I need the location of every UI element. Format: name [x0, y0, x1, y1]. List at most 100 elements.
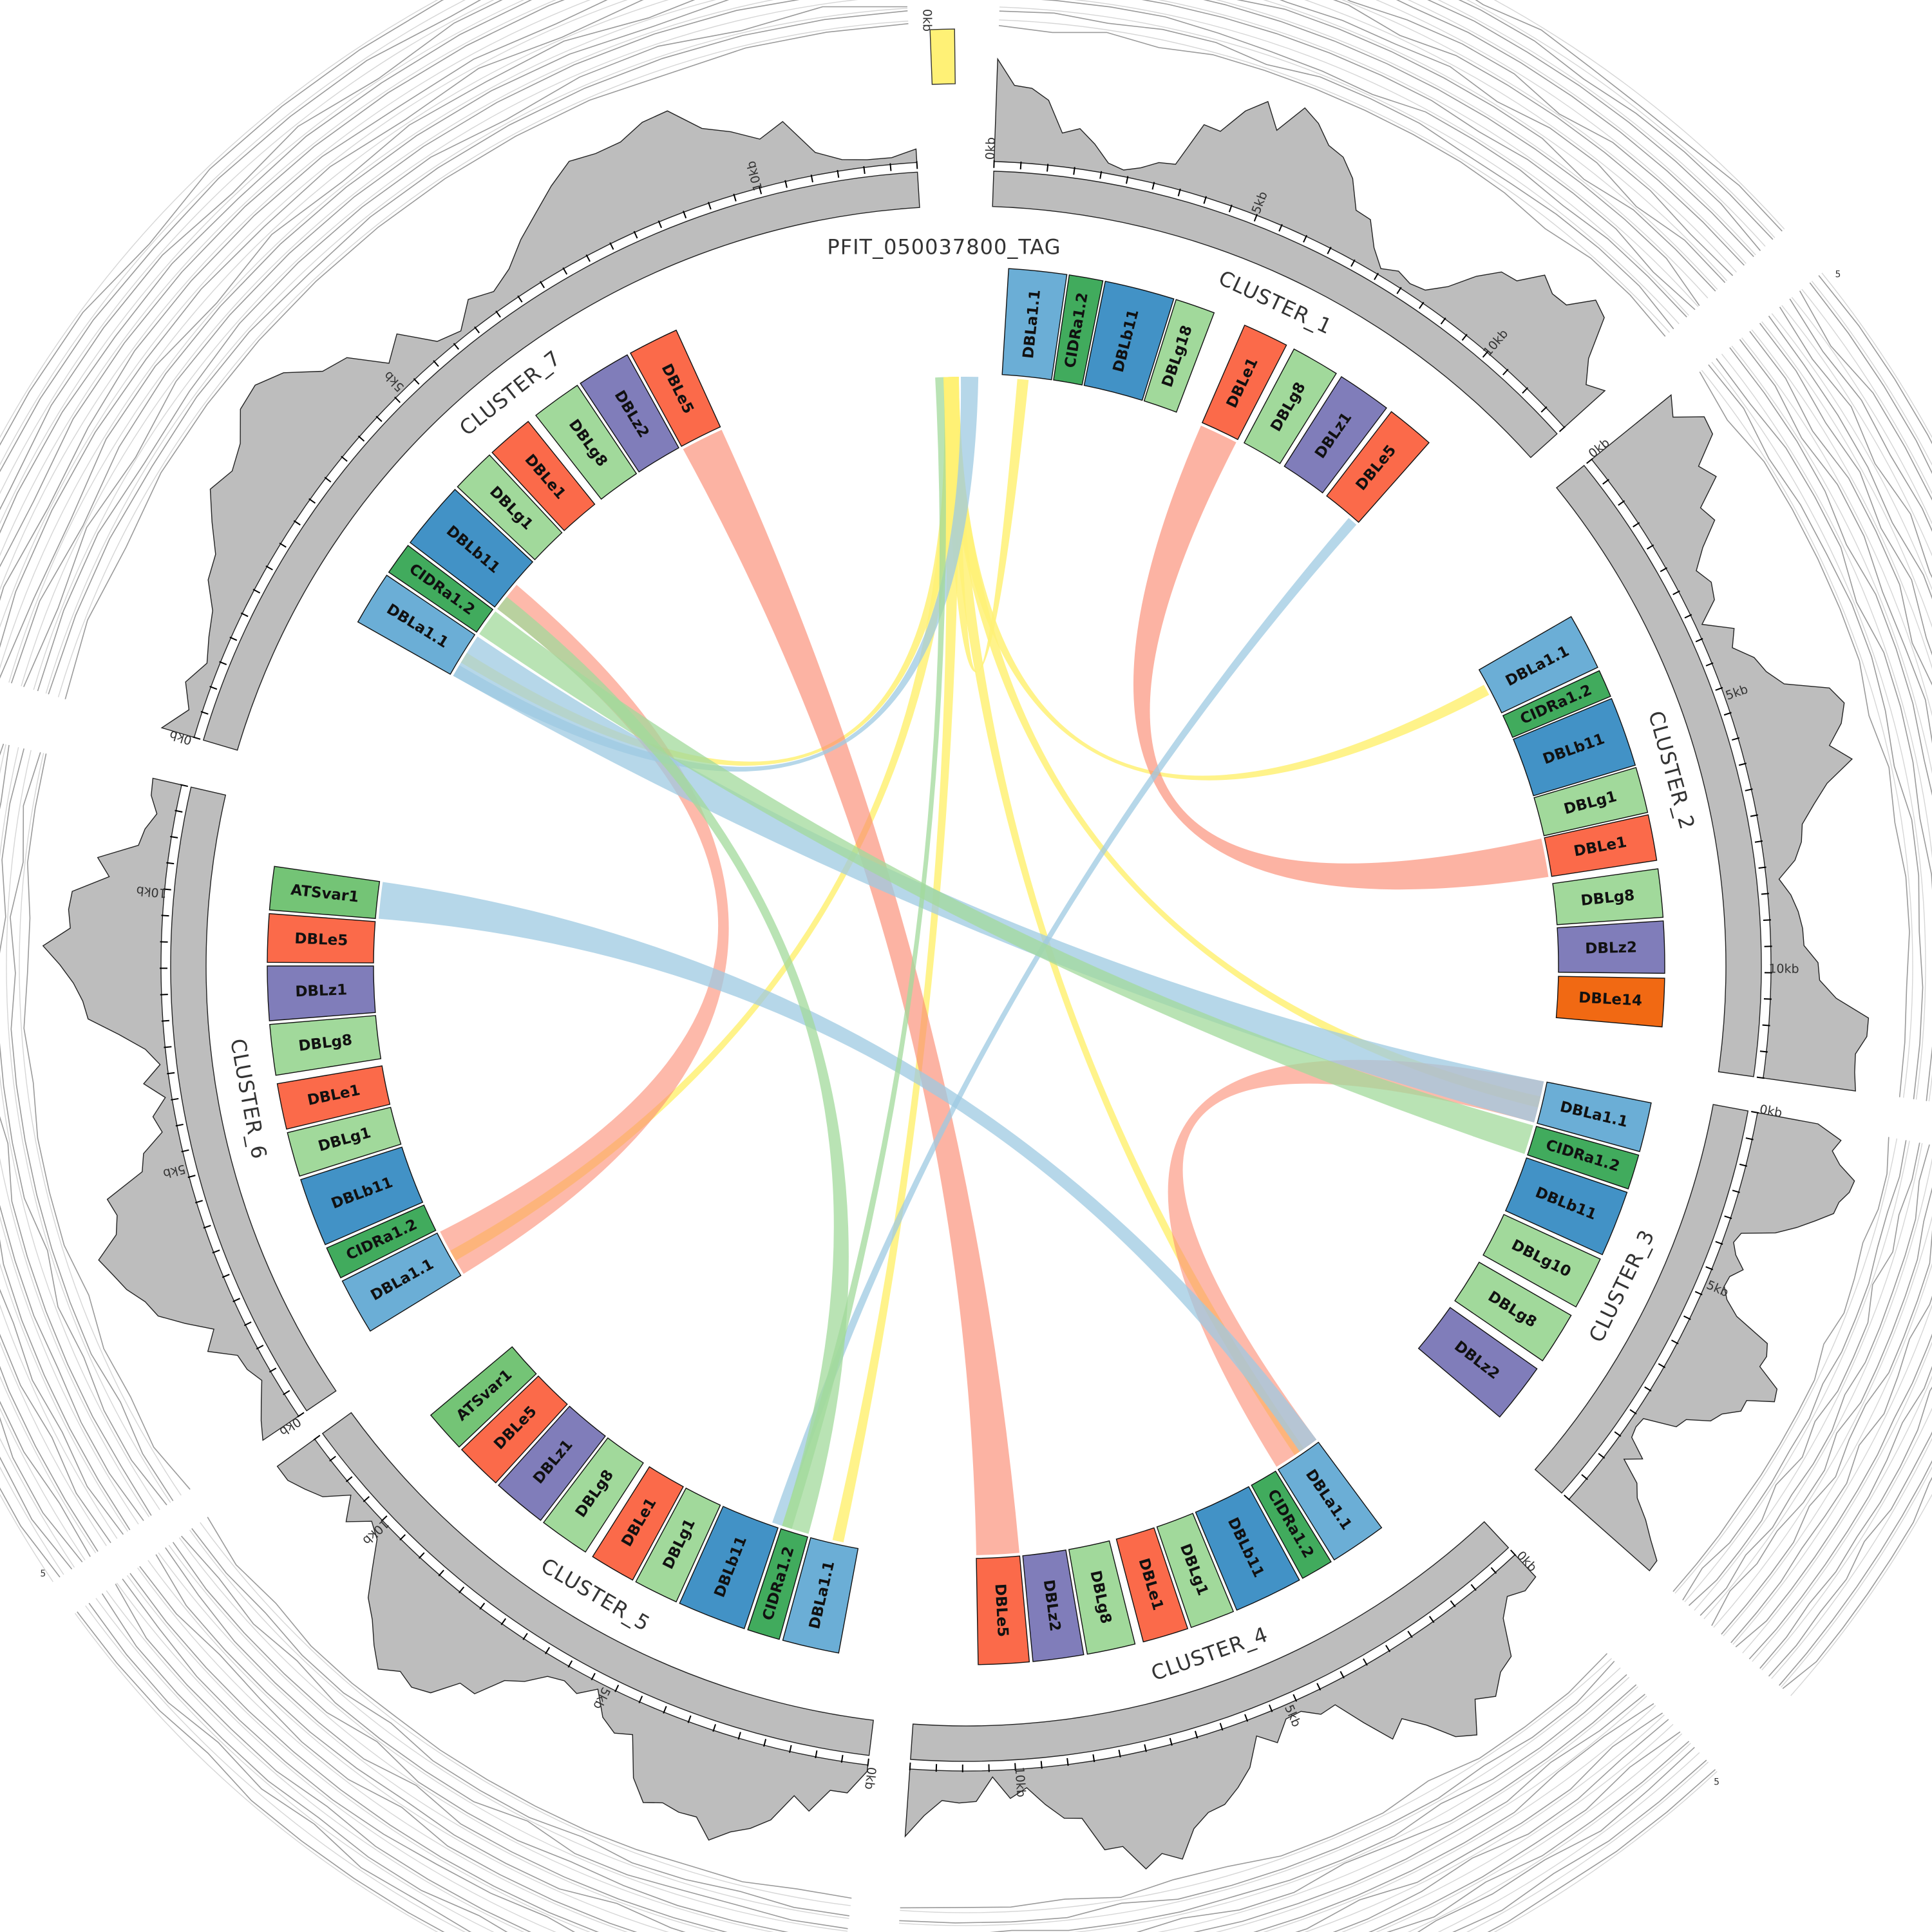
track-gridline	[0, 0, 591, 591]
axis-tick	[219, 661, 227, 665]
tick-label: 0kb	[983, 137, 998, 160]
track-gridline	[1811, 281, 1932, 466]
axis-tick	[840, 1754, 844, 1763]
domain-block	[498, 1405, 606, 1521]
track-line	[1730, 1295, 1932, 1643]
domain-label: DBLz2	[1585, 939, 1637, 957]
axis-tick	[562, 267, 568, 275]
axis-tick	[1644, 1386, 1652, 1392]
axis-tick	[283, 1390, 290, 1396]
axis-tick	[1177, 188, 1181, 196]
axis-tick	[1558, 426, 1566, 433]
track-gridline	[1466, 1761, 1709, 1932]
track-gridline	[126, 1575, 591, 1932]
track-line	[1332, 0, 1734, 276]
axis-tick	[1040, 1761, 1043, 1769]
axis-tick	[495, 310, 501, 318]
track-gridline	[200, 1522, 851, 1906]
axis-tick	[567, 1660, 573, 1668]
axis-tick	[1151, 182, 1155, 190]
track-gridline	[1304, 1714, 1665, 1932]
axis-tick	[1374, 272, 1379, 280]
axis-tick	[243, 1321, 252, 1327]
track-gridline	[6, 750, 171, 1503]
track-gridline	[1721, 354, 1932, 1102]
axis-tick	[381, 1515, 388, 1522]
track-line	[1452, 1759, 1707, 1932]
track-line	[10, 0, 730, 684]
axis-tick	[209, 686, 218, 690]
axis-tick	[229, 636, 238, 641]
axis-tick	[308, 498, 316, 504]
axis-tick	[222, 1274, 230, 1278]
domain-block	[1326, 411, 1430, 523]
axis-tick	[789, 1745, 792, 1753]
axis-tick	[1340, 1671, 1345, 1679]
axis-tick	[1581, 1474, 1588, 1481]
track-line	[1739, 339, 1932, 744]
track-gridline	[1781, 1466, 1932, 1688]
track-gridline	[75, 1613, 439, 1932]
track-gridline	[95, 1598, 495, 1932]
cluster-ideogram	[1534, 1104, 1749, 1494]
track-gridline	[0, 1375, 97, 1553]
axis-tick	[1450, 1600, 1456, 1607]
axis-tick	[1618, 500, 1625, 506]
axis-tick	[1482, 350, 1489, 358]
track-line	[23, 753, 191, 1490]
track-gridline	[999, 6, 1680, 325]
track-line	[999, 10, 1674, 330]
axis-tick	[418, 1552, 425, 1559]
axis-tick	[363, 1496, 370, 1502]
axis-tick	[609, 242, 614, 250]
track-line	[1768, 1431, 1932, 1677]
track-line	[115, 1584, 531, 1932]
axis-tick	[763, 1739, 767, 1747]
cluster-ideograms	[160, 28, 1772, 1772]
axis-tick	[313, 1435, 321, 1441]
track-gridline	[137, 1567, 629, 1932]
domain-block	[267, 965, 376, 1021]
track-gridline	[158, 1552, 717, 1932]
axis-tick	[1694, 1291, 1703, 1296]
track-line	[0, 1289, 124, 1535]
track-gridline	[57, 21, 909, 697]
track-line	[23, 0, 800, 687]
cluster-ideogram	[910, 1521, 1510, 1762]
track-line	[0, 0, 565, 567]
axis-tick	[500, 1618, 507, 1625]
track-line	[101, 1593, 508, 1932]
domain-block	[1544, 814, 1658, 877]
track-gridline	[168, 1544, 775, 1932]
axis-tick	[784, 180, 788, 188]
track-line	[0, 1456, 73, 1570]
tick-label: 10kb	[1012, 1766, 1028, 1798]
axis-tick	[1470, 1584, 1477, 1591]
axis-tick	[663, 1706, 667, 1714]
track-line	[1708, 364, 1924, 1099]
axis-tick	[909, 1762, 911, 1771]
track-line	[1729, 347, 1932, 796]
track-gridline	[0, 1262, 128, 1532]
domain-block	[1068, 1540, 1136, 1655]
axis-tick	[1169, 1738, 1173, 1746]
track-gridline	[899, 1667, 1621, 1926]
axis-tick	[1598, 1453, 1605, 1459]
axis-tick	[1724, 1215, 1732, 1220]
axis-tick	[324, 477, 332, 483]
track-gridline	[1742, 1341, 1932, 1654]
axis-tick	[1419, 301, 1425, 309]
axis-tick	[522, 1633, 528, 1640]
domain-block	[1277, 1441, 1383, 1561]
track-gridline	[147, 1560, 670, 1932]
axis-tick	[1614, 1431, 1622, 1437]
track-line	[1779, 1460, 1932, 1686]
axis-tick	[1745, 788, 1753, 791]
axis-tick	[479, 1602, 486, 1610]
axis-tick	[453, 343, 459, 350]
axis-tick	[1350, 259, 1356, 267]
track-gridline	[900, 1658, 1613, 1913]
axis-tick	[194, 1200, 203, 1204]
domain-link	[453, 636, 1544, 1122]
